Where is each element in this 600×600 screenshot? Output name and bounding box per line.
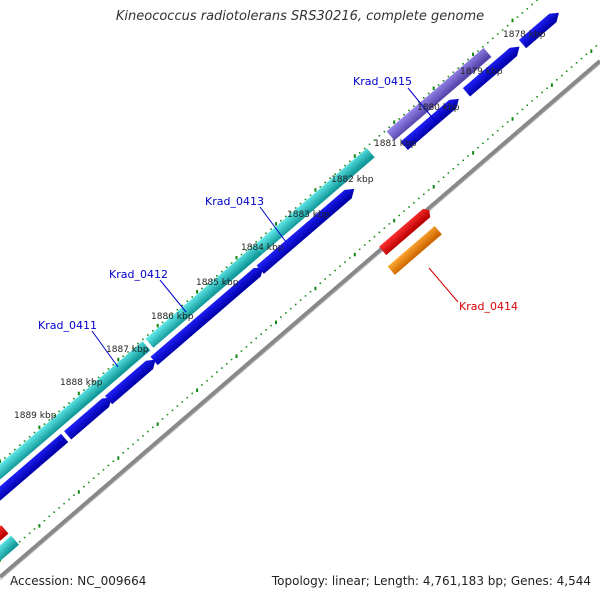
gene-krad-0412-bar[interactable] <box>145 244 263 348</box>
genome-stats: Topology: linear; Length: 4,761,183 bp; … <box>271 574 591 588</box>
cds-feature-arrow[interactable] <box>105 356 159 405</box>
scale-labels: 1878 kbp 1879 kbp 1880 kbp 1881 kbp 1882… <box>14 30 546 421</box>
scale-label: 1889 kbp <box>14 411 57 421</box>
leader-line <box>259 206 287 243</box>
gene-label-krad-0414[interactable]: Krad_0414 <box>459 300 518 313</box>
genome-backbone <box>0 59 600 579</box>
scale-tick-tracks <box>0 0 598 562</box>
leader-line <box>159 279 187 313</box>
cds-track-forward <box>0 9 563 505</box>
cds-feature-arrow[interactable] <box>518 9 563 49</box>
cds-feature[interactable] <box>0 433 69 505</box>
gene-fragment <box>0 535 20 561</box>
gene-krad-0414-arrow[interactable] <box>379 206 433 256</box>
cds-feature-arrow[interactable] <box>462 42 523 97</box>
genome-backbone-shadow <box>0 63 600 581</box>
cds-feature-arrow[interactable] <box>256 185 358 274</box>
leader-line <box>407 87 436 122</box>
gene-fragment-red <box>0 525 9 543</box>
scale-label: 1882 kbp <box>331 175 374 185</box>
gene-krad-0415-bar[interactable] <box>386 47 492 141</box>
scale-label: 1881 kbp <box>374 139 417 149</box>
scale-label: 1888 kbp <box>60 378 103 388</box>
scale-label: 1879 kbp <box>460 67 503 77</box>
gene-track-reverse <box>379 206 442 275</box>
scale-label: 1878 kbp <box>503 30 546 40</box>
scale-label: 1883 kbp <box>287 210 330 220</box>
accession-label: Accession: NC_009664 <box>10 574 147 588</box>
scale-label: 1886 kbp <box>151 312 194 322</box>
gene-label-krad-0415[interactable]: Krad_0415 <box>353 75 412 88</box>
leader-line <box>428 267 459 303</box>
cds-feature-arrow[interactable] <box>64 393 115 440</box>
leader-line <box>91 330 119 368</box>
scale-label: 1880 kbp <box>417 103 460 113</box>
gene-label-krad-0412[interactable]: Krad_0412 <box>109 268 168 281</box>
cds-feature-arrow[interactable] <box>400 95 463 150</box>
scale-label: 1887 kbp <box>106 345 149 355</box>
gene-labels: Krad_0415 Krad_0413 Krad_0412 Krad_0411 … <box>38 75 518 368</box>
gene-krad-0413-bar[interactable] <box>254 148 375 254</box>
scale-label: 1885 kbp <box>196 278 239 288</box>
cds-krad-0414-bar[interactable] <box>387 226 442 275</box>
gene-track-forward <box>0 47 492 561</box>
gene-krad-0411-bar[interactable] <box>0 341 151 493</box>
scale-label: 1884 kbp <box>241 243 284 253</box>
gene-label-krad-0411[interactable]: Krad_0411 <box>38 319 97 332</box>
map-title: Kineococcus radiotolerans SRS30216, comp… <box>115 9 485 24</box>
cds-feature-arrow[interactable] <box>150 263 267 366</box>
gene-label-krad-0413[interactable]: Krad_0413 <box>205 195 264 208</box>
